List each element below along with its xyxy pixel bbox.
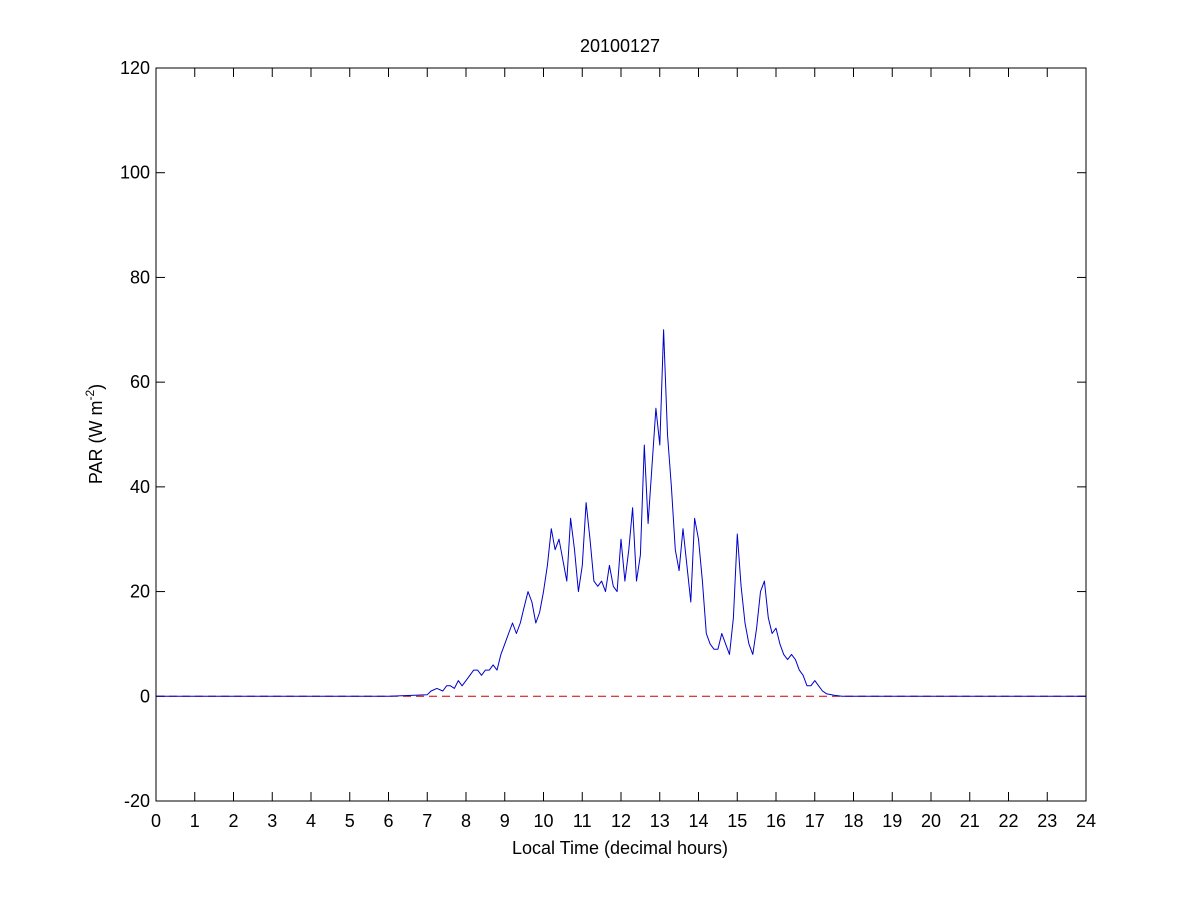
y-tick-label: -20 [124, 791, 150, 811]
x-tick-label: 16 [766, 811, 786, 831]
y-tick-label: 80 [130, 267, 150, 287]
axes: 0 1 2 3 4 5 6 7 8 9 10 11 12 13 14 15 16 17 18 19 20 21 22 23 24… [120, 58, 1096, 831]
x-tick-label: 10 [533, 811, 553, 831]
chart-title: 20100127 [580, 36, 660, 56]
x-tick-label: 5 [345, 811, 355, 831]
x-tick-label: 8 [461, 811, 471, 831]
x-tick-label: 20 [921, 811, 941, 831]
x-tick-label: 2 [228, 811, 238, 831]
x-tick-label: 19 [882, 811, 902, 831]
y-tick-label: 60 [130, 372, 150, 392]
x-tick-label: 1 [190, 811, 200, 831]
x-tick-label: 23 [1037, 811, 1057, 831]
x-tick-label: 13 [650, 811, 670, 831]
plot-frame [155, 67, 1087, 802]
y-tick-label: 120 [120, 58, 150, 78]
x-tick-label: 14 [688, 811, 708, 831]
x-tick-label: 22 [998, 811, 1018, 831]
plot-area [156, 68, 1086, 801]
x-tick-label: 11 [573, 811, 592, 831]
x-tick-label: 15 [727, 811, 747, 831]
y-axis-label: PAR (W m-2) [83, 384, 106, 484]
y-tick-label: 20 [130, 582, 150, 602]
x-tick-label: 3 [267, 811, 277, 831]
x-tick-label: 12 [611, 811, 631, 831]
series-layer [156, 329, 1086, 697]
y-tick-label: 0 [140, 686, 150, 706]
y-axis-label-close: ) [86, 384, 106, 390]
y-tick-label: 40 [130, 477, 150, 497]
series-line-0 [156, 329, 1086, 697]
x-axis-label: Local Time (decimal hours) [512, 838, 728, 858]
x-tick-label: 4 [306, 811, 316, 831]
y-axis-label-sup: -2 [83, 390, 97, 401]
y-tick-label: 100 [120, 163, 150, 183]
x-tick-label: 24 [1076, 811, 1096, 831]
y-axis-label-base: PAR (W m [86, 401, 106, 485]
x-tick-label: 18 [843, 811, 863, 831]
x-tick-label: 0 [151, 811, 161, 831]
x-tick-label: 6 [383, 811, 393, 831]
x-tick-label: 7 [422, 811, 432, 831]
x-tick-label: 17 [805, 811, 825, 831]
x-tick-label: 21 [960, 811, 980, 831]
x-tick-label: 9 [500, 811, 510, 831]
